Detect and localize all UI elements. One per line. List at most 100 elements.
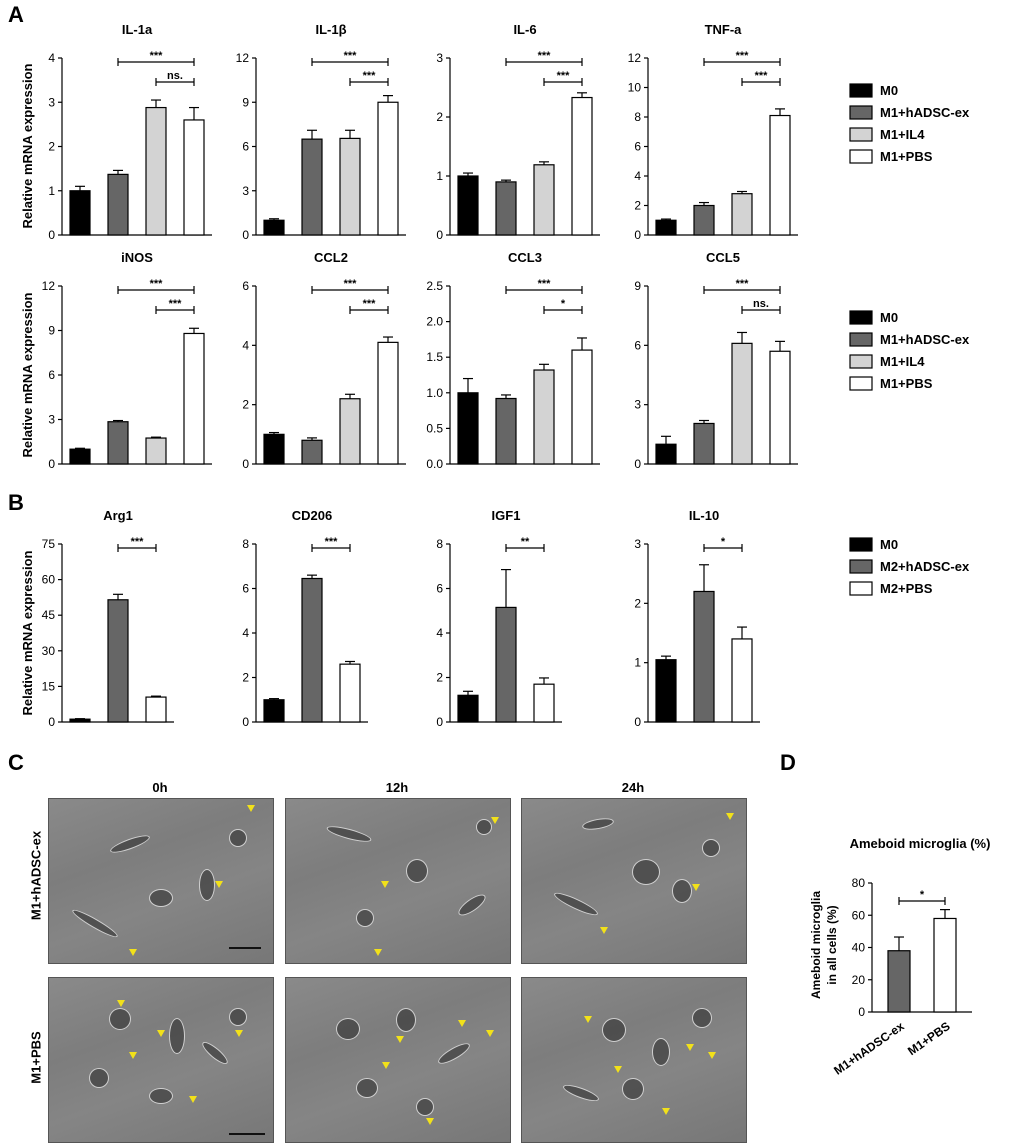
legend-label-a1-2: M1+IL4: [880, 127, 925, 142]
row-label-m1-hadsc-ex: M1+hADSC-ex: [28, 830, 44, 921]
y-tick-label-arg1: 15: [42, 679, 56, 693]
sig-label-ameboid-microglia: *: [920, 889, 925, 901]
y-tick-label-ccl5: 0: [634, 457, 641, 471]
bar-igf1-1: [495, 606, 517, 723]
bar-ccl2-1: [301, 439, 323, 465]
bar-il-1a-3: [183, 119, 205, 236]
panel-d-ylabel-line2: in all cells (%): [825, 905, 839, 984]
legend-swatch-a1-0: [849, 83, 873, 98]
panel-letter-d: D: [780, 750, 796, 775]
y-tick-label-il-1: 0: [242, 228, 249, 242]
bar-igf1-2: [533, 683, 555, 723]
bar-il-6-3: [571, 96, 593, 236]
y-tick-label-cd206: 8: [242, 537, 249, 551]
y-tick-label-il-6: 0: [436, 228, 443, 242]
y-tick-label-il-6: 2: [436, 110, 443, 124]
legend-swatch-a1-3: [849, 149, 873, 164]
y-tick-label-cd206: 2: [242, 671, 249, 685]
y-tick-label-il-1a: 0: [48, 228, 55, 242]
y-tick-label-inos: 6: [48, 368, 55, 382]
chart-title-ccl5: CCL5: [706, 250, 740, 265]
bar-cd206-0: [263, 699, 285, 723]
y-tick-label-ameboid-microglia: 20: [852, 973, 866, 987]
y-tick-label-il-10: 1: [634, 656, 641, 670]
bar-cd206-1: [301, 577, 323, 723]
legend-swatch-a2-2: [849, 354, 873, 369]
sig-label-inos: ***: [169, 298, 183, 310]
y-tick-label-ccl3: 0.0: [426, 457, 443, 471]
y-tick-label-il-1a: 4: [48, 51, 55, 65]
sig-label-ccl5: ***: [736, 278, 750, 290]
y-tick-label-igf1: 2: [436, 671, 443, 685]
micrograph-hadsc-12h: [285, 798, 511, 964]
chart-title-cd206: CD206: [292, 508, 332, 523]
micrograph-pbs-12h: [285, 977, 511, 1143]
legend-label-b-2: M2+PBS: [880, 581, 933, 596]
bar-tnf-a-2: [731, 193, 753, 236]
y-tick-label-cd206: 0: [242, 715, 249, 729]
legend-label-a2-3: M1+PBS: [880, 376, 933, 391]
bar-ccl2-3: [377, 341, 399, 465]
sig-label-tnf-a: ***: [736, 50, 750, 62]
y-tick-label-ccl3: 1.5: [426, 350, 443, 364]
bar-ccl2-2: [339, 398, 361, 465]
legend-swatch-a1-1: [849, 105, 873, 120]
bar-il-6-2: [533, 164, 555, 236]
sig-label-il-6: ***: [538, 50, 552, 62]
chart-title-ccl2: CCL2: [314, 250, 348, 265]
bar-il-1-0: [263, 219, 285, 236]
chart-title-il-1: IL-1β: [315, 22, 346, 37]
sig-label-tnf-a: ***: [755, 70, 769, 82]
legend-swatch-b-1: [849, 559, 873, 574]
y-tick-label-tnf-a: 10: [628, 81, 642, 95]
micrograph-pbs-0h: [48, 977, 274, 1143]
y-axis-label-2: Relative mRNA expression: [20, 550, 35, 715]
sig-label-il-1a: ns.: [167, 70, 183, 82]
y-tick-label-cd206: 4: [242, 626, 249, 640]
y-tick-label-arg1: 75: [42, 537, 56, 551]
chart-title-ameboid-microglia: Ameboid microglia (%): [850, 836, 991, 851]
bar-igf1-0: [457, 694, 479, 723]
y-tick-label-tnf-a: 0: [634, 228, 641, 242]
y-tick-label-il-1: 9: [242, 95, 249, 109]
sig-label-il-10: *: [721, 536, 726, 548]
y-tick-label-ccl2: 2: [242, 398, 249, 412]
y-tick-label-ameboid-microglia: 0: [858, 1005, 865, 1019]
y-tick-label-cd206: 6: [242, 582, 249, 596]
legend-swatch-b-2: [849, 581, 873, 596]
sig-label-ccl2: ***: [344, 278, 358, 290]
sig-label-cd206: ***: [325, 536, 339, 548]
y-tick-label-ccl5: 3: [634, 398, 641, 412]
bar-il-1-3: [377, 101, 399, 236]
sig-label-arg1: ***: [131, 536, 145, 548]
y-axis-label-0: Relative mRNA expression: [20, 63, 35, 228]
y-tick-label-il-1: 12: [236, 51, 250, 65]
y-tick-label-arg1: 45: [42, 608, 56, 622]
sig-label-il-6: ***: [557, 70, 571, 82]
bar-ccl5-0: [655, 443, 677, 465]
bar-il-1-2: [339, 137, 361, 236]
legend-label-b-0: M0: [880, 537, 898, 552]
x-category-label-1: M1+PBS: [905, 1019, 953, 1058]
bar-ccl3-2: [533, 369, 555, 465]
sig-label-ccl5: ns.: [753, 298, 769, 310]
y-tick-label-il-10: 3: [634, 537, 641, 551]
sig-label-il-1: ***: [344, 50, 358, 62]
y-tick-label-il-1a: 1: [48, 184, 55, 198]
legend-label-a2-1: M1+hADSC-ex: [880, 332, 970, 347]
sig-label-igf1: **: [521, 536, 530, 548]
legend-swatch-a2-3: [849, 376, 873, 391]
y-tick-label-tnf-a: 6: [634, 140, 641, 154]
sig-label-inos: ***: [150, 278, 164, 290]
chart-title-il-1a: IL-1a: [122, 22, 153, 37]
legend-swatch-a2-0: [849, 310, 873, 325]
legend-label-a1-3: M1+PBS: [880, 149, 933, 164]
bar-ccl2-0: [263, 433, 285, 465]
bar-ccl3-0: [457, 392, 479, 465]
bar-inos-3: [183, 332, 205, 465]
bar-il-1a-2: [145, 106, 167, 236]
y-tick-label-ccl3: 2.5: [426, 279, 443, 293]
micrograph-hadsc-0h: [48, 798, 274, 964]
chart-title-tnf-a: TNF-a: [705, 22, 743, 37]
bar-arg1-0: [69, 718, 91, 723]
